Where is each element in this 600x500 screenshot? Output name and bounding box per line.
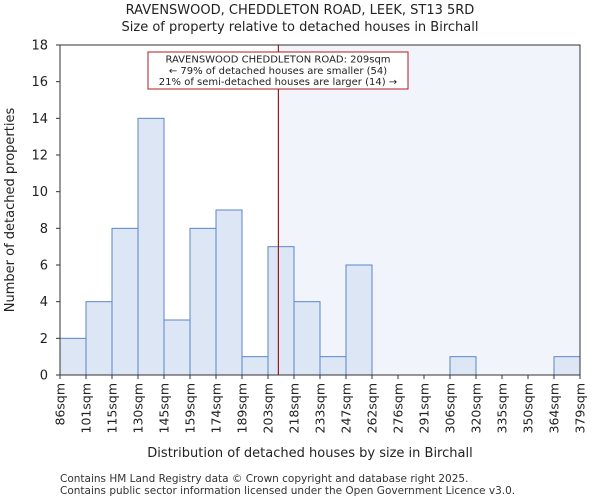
footer-copyright: Contains HM Land Registry data © Crown c… [60,473,469,485]
footer-licence: Contains public sector information licen… [60,485,516,497]
y-tick-label: 4 [40,295,48,310]
x-axis-label: Distribution of detached houses by size … [147,446,472,461]
bar-101sqm [85,301,113,376]
bar-364sqm [553,356,581,376]
x-tick-label: 262sqm [365,383,380,433]
x-tick-label: 320sqm [469,383,484,433]
x-tick-label: 189sqm [235,383,250,433]
y-axis-label: Number of detached properties [3,108,18,313]
x-tick-label: 247sqm [339,383,354,433]
x-tick-label: 145sqm [157,383,172,433]
x-tick-label: 159sqm [183,383,198,433]
x-tick-label: 379sqm [573,383,588,433]
y-tick-label: 6 [40,259,48,274]
y-tick-label: 18 [31,39,48,54]
bar-86sqm [59,337,87,376]
x-tick-label: 101sqm [79,383,94,433]
bar-174sqm [215,209,243,376]
y-tick-label: 16 [31,75,48,90]
x-tick-label: 233sqm [313,383,328,433]
x-tick-label: 335sqm [495,383,510,433]
x-tick-label: 174sqm [209,383,224,433]
x-tick-label: 276sqm [391,383,406,433]
y-tick-label: 8 [40,222,48,237]
annotation-line-1: RAVENSWOOD CHEDDLETON ROAD: 209sqm [165,55,390,66]
x-tick-label: 364sqm [547,383,562,433]
x-tick-label: 306sqm [443,383,458,433]
y-tick-label: 12 [31,149,48,164]
bar-145sqm [163,319,191,376]
x-tick-label: 115sqm [105,383,120,433]
x-tick-label: 350sqm [521,383,536,433]
bar-159sqm [189,227,217,376]
annotation-line-2: ← 79% of detached houses are smaller (54… [169,66,387,77]
chart-subtitle: Size of property relative to detached ho… [121,20,479,35]
bar-115sqm [111,227,139,376]
x-tick-label: 291sqm [417,383,432,433]
x-tick-label: 86sqm [53,383,68,426]
y-tick-label: 14 [31,112,48,127]
x-tick-label: 218sqm [287,383,302,433]
bar-247sqm [345,264,373,376]
bar-306sqm [449,356,477,376]
plot-frame [59,44,581,376]
bar-233sqm [319,356,347,376]
x-tick-label: 203sqm [261,383,276,433]
y-tick-label: 0 [40,369,48,384]
y-tick-label: 2 [40,332,48,347]
y-tick-label: 10 [31,185,48,200]
annotation-line-3: 21% of semi-detached houses are larger (… [159,77,397,88]
bar-203sqm [267,246,295,376]
annotation-box [147,51,409,90]
chart-title: RAVENSWOOD, CHEDDLETON ROAD, LEEK, ST13 … [125,3,475,18]
bar-189sqm [241,356,269,376]
bar-130sqm [137,117,165,376]
x-tick-label: 130sqm [131,383,146,433]
larger-region-shade [278,45,580,375]
bar-218sqm [293,301,321,376]
